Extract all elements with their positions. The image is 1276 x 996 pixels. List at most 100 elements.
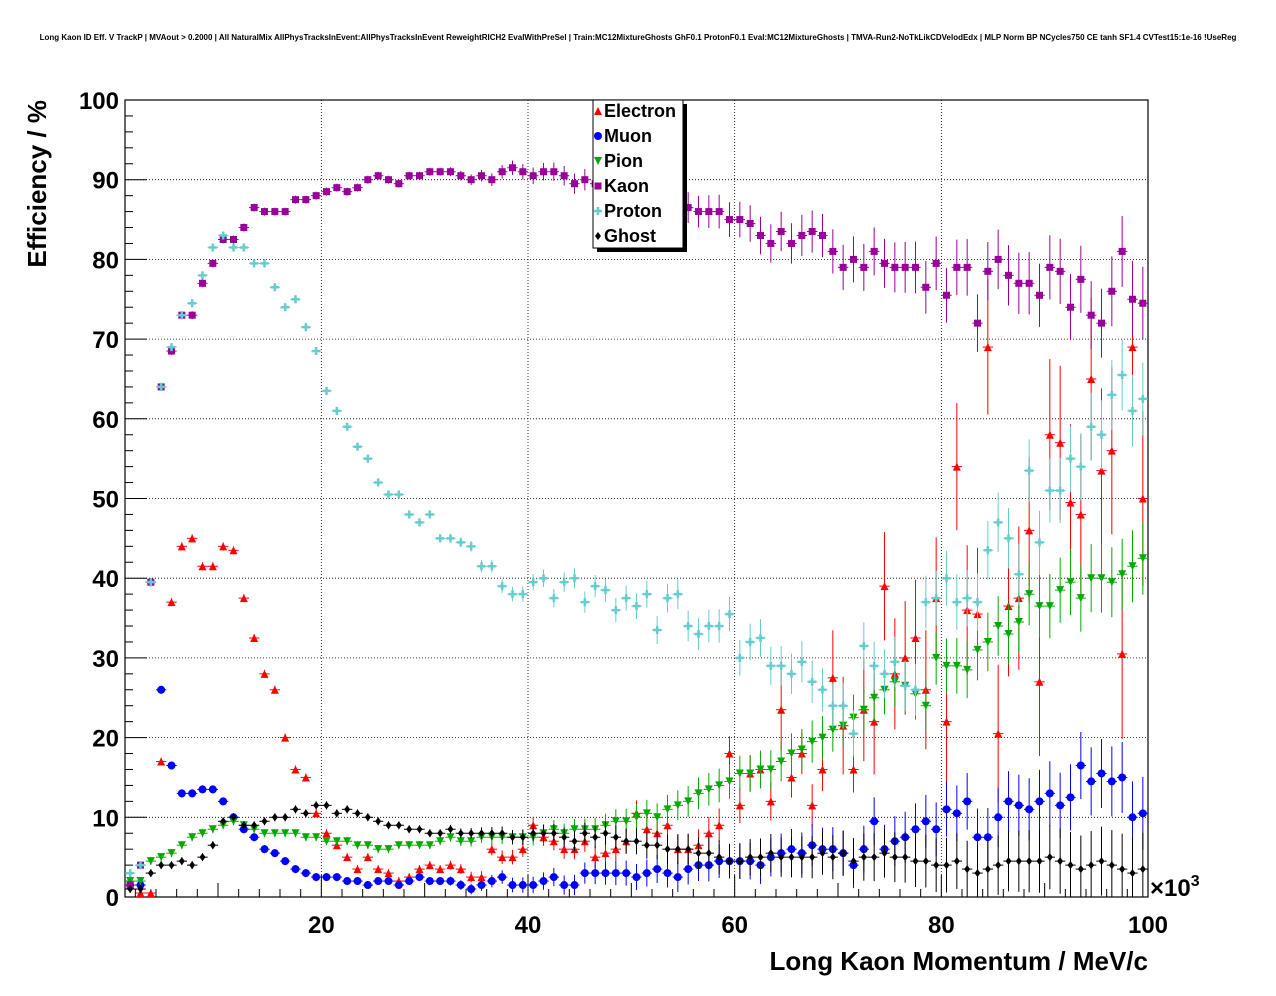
electron-point: [952, 462, 961, 471]
ghost-point: [499, 829, 506, 838]
kaon-point: [1005, 271, 1012, 279]
ghost-point: [705, 849, 712, 858]
ghost-point: [974, 869, 981, 878]
x-tick-label: 100: [1128, 912, 1168, 939]
proton-point: [270, 283, 279, 292]
electron-point: [498, 853, 507, 862]
muon-point: [570, 881, 579, 890]
muon-point: [1097, 769, 1106, 778]
electron-point: [901, 653, 910, 662]
muon-point: [642, 869, 651, 878]
pion-point: [983, 637, 992, 646]
kaon-point: [426, 168, 434, 176]
ghost-point: [767, 849, 774, 858]
kaon-point: [1046, 263, 1054, 271]
proton-point: [839, 701, 848, 710]
proton-point: [363, 454, 372, 463]
kaon-point: [292, 196, 299, 204]
muon-point: [983, 833, 992, 842]
ghost-point: [271, 813, 278, 822]
kaon-point: [870, 247, 878, 255]
pion-point: [394, 841, 403, 850]
muon-point: [1004, 797, 1013, 806]
kaon-point: [571, 180, 578, 188]
electron-point: [560, 845, 569, 854]
kaon-point: [715, 208, 723, 216]
electron-point: [1087, 374, 1096, 383]
proton-point: [477, 562, 486, 571]
pion-point: [632, 813, 641, 822]
pion-point: [291, 829, 300, 838]
y-tick-label: 20: [92, 726, 119, 753]
kaon-point: [943, 291, 950, 299]
proton-point: [281, 303, 290, 312]
proton-point: [518, 590, 527, 599]
kaon-point: [560, 172, 568, 180]
muon-point: [1118, 773, 1127, 782]
pion-point: [777, 757, 786, 766]
ghost-point: [561, 833, 568, 842]
proton-point: [642, 590, 651, 599]
ghost-point: [364, 813, 371, 822]
x-exponent-label: ×103: [1150, 873, 1200, 902]
ghost-point: [168, 861, 175, 870]
y-axis-title: Efficiency / %: [22, 100, 52, 268]
ghost-point: [1088, 861, 1095, 870]
pion-point: [694, 789, 703, 798]
proton-point: [756, 633, 765, 642]
y-tick-label: 30: [92, 646, 119, 673]
electron-point: [167, 598, 176, 607]
pion-point: [942, 661, 951, 670]
x-tick-label: 60: [721, 912, 748, 939]
pion-point: [746, 769, 755, 778]
proton-point: [1087, 422, 1096, 431]
proton-point: [1014, 570, 1023, 579]
kaon-point: [1129, 295, 1136, 303]
ghost-point: [1129, 869, 1136, 878]
y-tick-label: 10: [92, 805, 119, 832]
proton-point: [684, 622, 693, 631]
proton-point: [725, 610, 734, 619]
pion-point: [188, 833, 197, 842]
legend-marker-kaon: [594, 182, 602, 190]
kaon-point: [385, 176, 392, 184]
legend-marker-proton: [594, 207, 602, 215]
electron-point: [601, 849, 610, 858]
ghost-point: [602, 829, 609, 838]
electron-point: [477, 873, 486, 882]
pion-point: [663, 805, 672, 814]
electron-point: [363, 853, 372, 862]
pion-point: [1076, 594, 1085, 603]
muon-point: [208, 785, 217, 794]
electron-point: [301, 773, 310, 782]
electron-point: [487, 845, 496, 854]
proton-point: [136, 861, 145, 870]
kaon-point: [932, 259, 940, 267]
pion-point: [198, 829, 207, 838]
proton-point: [1128, 406, 1137, 415]
ghost-point: [395, 821, 402, 830]
proton-point: [322, 386, 331, 395]
kaon-point: [808, 228, 816, 236]
ghost-point: [375, 817, 382, 826]
pion-point: [467, 837, 476, 846]
electron-point: [260, 669, 269, 678]
proton-point: [942, 574, 951, 583]
pion-point: [260, 829, 269, 838]
kaon-point: [395, 180, 403, 188]
series-proton: [125, 231, 1148, 878]
ghost-point: [137, 885, 144, 894]
electron-point: [456, 865, 465, 874]
ghost-point: [1046, 853, 1053, 862]
electron-point: [291, 765, 300, 774]
pion-point: [1066, 578, 1075, 587]
ghost-point: [550, 829, 557, 838]
proton-point: [880, 669, 889, 678]
ghost-point: [943, 861, 950, 870]
muon-point: [973, 833, 982, 842]
proton-point: [229, 243, 238, 252]
pion-point: [157, 853, 166, 862]
proton-point: [405, 510, 414, 519]
electron-point: [177, 542, 186, 551]
